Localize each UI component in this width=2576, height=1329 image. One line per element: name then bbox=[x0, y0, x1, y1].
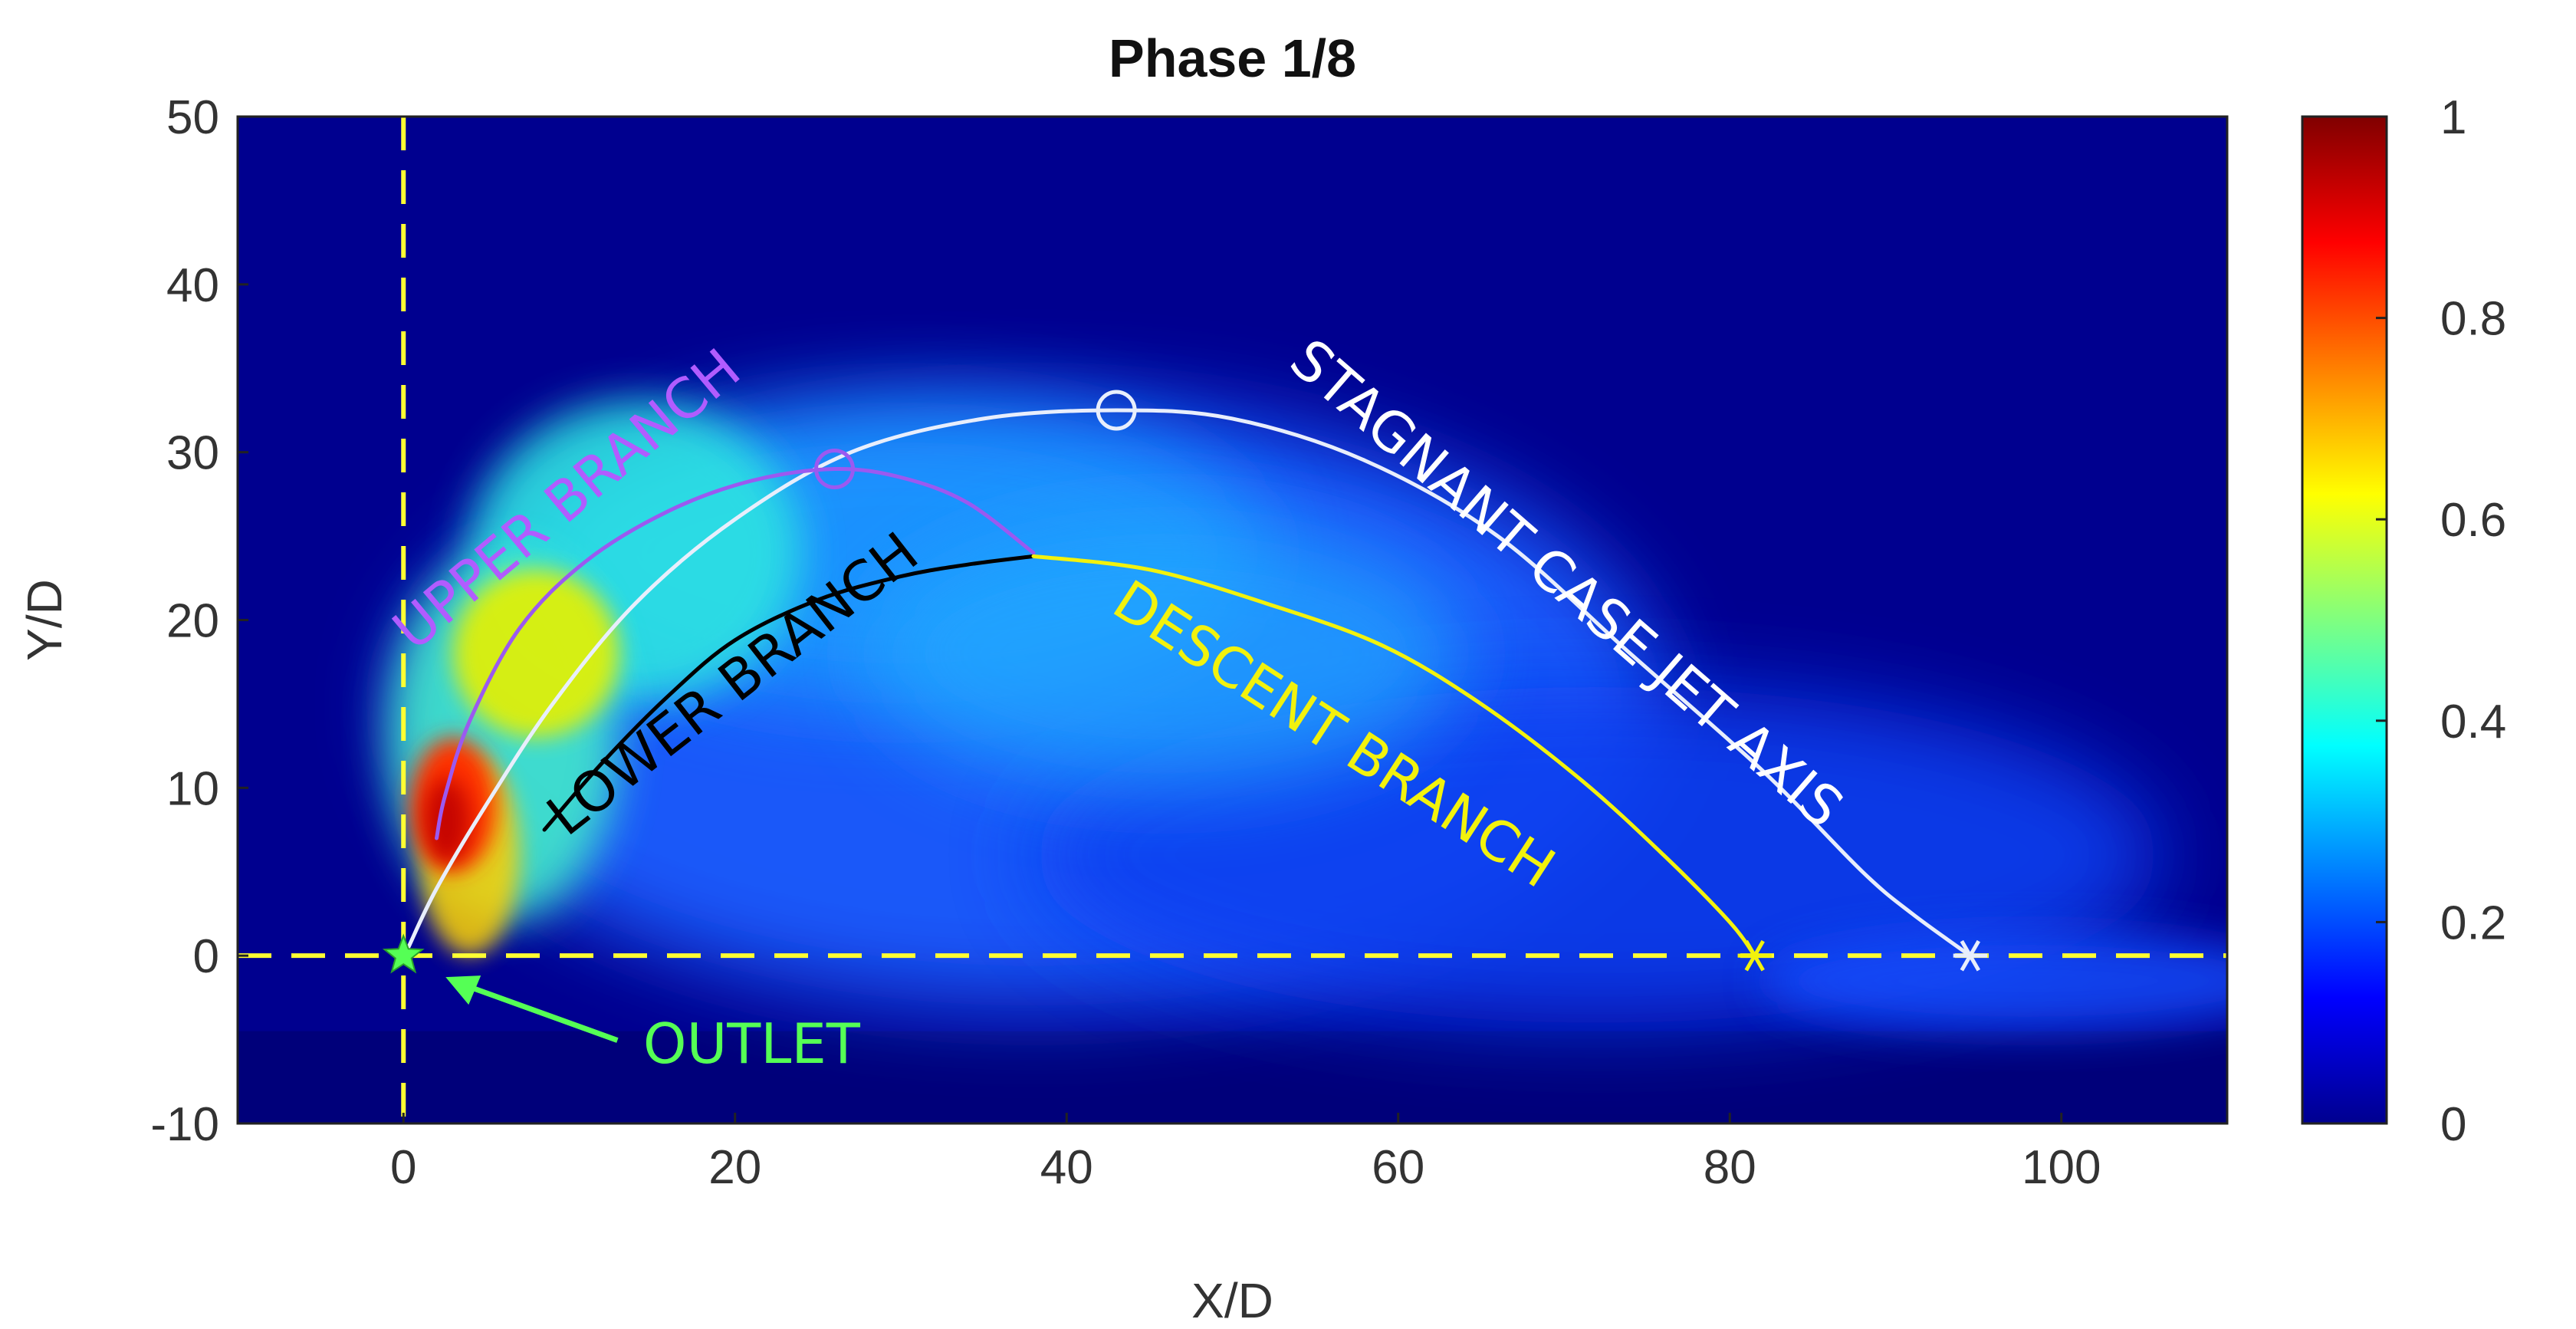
stagnant-case-jet-axis-asterisk-marker bbox=[1953, 939, 1987, 972]
colorbar-gradient bbox=[2301, 115, 2388, 1125]
colorbar-tick-label: 0 bbox=[2440, 1098, 2466, 1151]
y-tick-label: 10 bbox=[166, 762, 219, 815]
plume-region-8 bbox=[453, 569, 619, 738]
y-tick-label: 0 bbox=[193, 930, 219, 983]
x-tick-label: 20 bbox=[708, 1141, 761, 1194]
colorbar-tick-label: 0.4 bbox=[2440, 696, 2506, 748]
colorbar-tick-label: 0.8 bbox=[2440, 293, 2506, 346]
x-axis-label: X/D bbox=[1191, 1273, 1273, 1328]
y-axis-label: Y/D bbox=[17, 579, 72, 661]
branch-curves bbox=[406, 408, 1973, 958]
y-tick-label: 40 bbox=[166, 259, 219, 312]
plume-region-11 bbox=[423, 778, 470, 865]
x-axis: 0 20 40 60 80 100 bbox=[390, 1113, 2101, 1194]
upper-branch-curve bbox=[435, 466, 1036, 840]
concentration-field bbox=[238, 402, 2227, 1123]
floor-band bbox=[238, 1031, 2227, 1123]
stagnant-case-jet-axis-curve bbox=[406, 408, 1973, 958]
y-tick-label: -10 bbox=[150, 1098, 219, 1151]
chart-title: Phase 1/8 bbox=[1109, 28, 1356, 88]
x-tick-label: 100 bbox=[2022, 1141, 2101, 1194]
x-tick-label: 40 bbox=[1040, 1141, 1093, 1194]
y-axis: -10 0 10 20 30 40 50 bbox=[150, 91, 248, 1151]
y-tick-label: 50 bbox=[166, 91, 219, 144]
colorbar-tick-label: 0.6 bbox=[2440, 494, 2506, 547]
outlet-star-marker bbox=[382, 933, 425, 974]
outlet-arrowhead bbox=[445, 975, 481, 1005]
colorbar: 0 0.2 0.4 0.6 0.8 1 bbox=[2301, 91, 2506, 1151]
colorbar-ticks: 0 0.2 0.4 0.6 0.8 1 bbox=[2376, 91, 2506, 1151]
curve-markers bbox=[382, 390, 1987, 974]
x-tick-label: 60 bbox=[1372, 1141, 1424, 1194]
descent-branch-curve bbox=[1031, 554, 1757, 958]
reference-lines bbox=[238, 117, 2227, 1123]
colorbar-tick-label: 0.2 bbox=[2440, 896, 2506, 949]
plume-region-3 bbox=[1763, 930, 2227, 1031]
outlet-arrow bbox=[458, 980, 619, 1043]
outlet-label: OUTLET bbox=[643, 1012, 861, 1076]
y-tick-label: 30 bbox=[166, 427, 219, 480]
plume-region-2 bbox=[1033, 687, 2161, 1023]
y-tick-label: 20 bbox=[166, 595, 219, 648]
upper-branch-circle-marker bbox=[814, 449, 855, 490]
descent-branch-asterisk-marker bbox=[1737, 939, 1772, 972]
plume-region-5 bbox=[867, 519, 1465, 788]
x-tick-label: 0 bbox=[390, 1141, 416, 1194]
x-tick-label: 80 bbox=[1704, 1141, 1756, 1194]
stagnant-case-jet-axis-circle-marker bbox=[1096, 390, 1137, 431]
colorbar-tick-label: 1 bbox=[2440, 91, 2466, 144]
lower-branch-curve bbox=[542, 554, 1036, 832]
